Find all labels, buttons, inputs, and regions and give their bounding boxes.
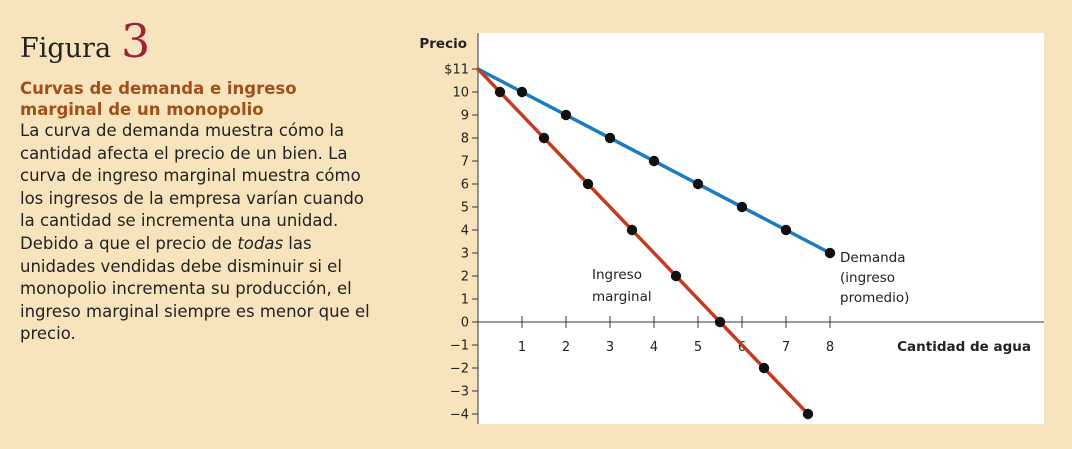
demand-point xyxy=(736,201,748,213)
demand-point xyxy=(516,86,528,98)
marginal-revenue-curve-label: marginal xyxy=(592,289,652,305)
figure-number: 3 xyxy=(121,14,151,68)
y-tick-label: 2 xyxy=(461,270,469,285)
y-tick-label: 8 xyxy=(461,132,469,147)
marginal-revenue-point xyxy=(758,362,770,374)
chart-panel xyxy=(478,33,1044,424)
x-tick-label: 1 xyxy=(518,340,526,355)
description-part-2: las unidades vendidas debe disminuir si … xyxy=(20,233,370,344)
y-tick-label: −3 xyxy=(450,385,469,400)
demand-point xyxy=(560,109,572,121)
marginal-revenue-point xyxy=(582,178,594,190)
marginal-revenue-point xyxy=(494,86,506,98)
x-tick-label: 4 xyxy=(650,340,658,355)
x-axis-title: Cantidad de agua xyxy=(897,339,1031,355)
x-tick-label: 5 xyxy=(694,340,702,355)
y-axis-title: Precio xyxy=(419,36,467,52)
demand-point xyxy=(780,224,792,236)
y-tick-label: 4 xyxy=(461,224,469,239)
x-tick-label: 8 xyxy=(826,340,834,355)
description-emphasis: todas xyxy=(237,233,284,253)
marginal-revenue-point xyxy=(802,408,814,420)
y-tick-label: −4 xyxy=(450,408,469,423)
y-tick-label: 9 xyxy=(461,109,469,124)
demand-point xyxy=(692,178,704,190)
y-tick-label: $11 xyxy=(444,63,469,78)
figure-label: Figura xyxy=(20,33,112,64)
x-tick-label: 7 xyxy=(782,340,790,355)
y-tick-label: −1 xyxy=(450,339,469,354)
y-tick-label: 0 xyxy=(461,316,469,331)
x-tick-label: 2 xyxy=(562,340,570,355)
figure-title: Curvas de demanda e ingreso marginal de … xyxy=(20,79,297,119)
figure-description: La curva de demanda muestra cómo la cant… xyxy=(20,120,372,346)
y-tick-label: 6 xyxy=(461,178,469,193)
x-tick-label: 3 xyxy=(606,340,614,355)
marginal-revenue-point xyxy=(714,316,726,328)
y-tick-label: 5 xyxy=(461,201,469,216)
y-tick-label: −2 xyxy=(450,362,469,377)
demand-point xyxy=(824,247,836,259)
y-tick-label: 10 xyxy=(452,86,469,101)
demand-point xyxy=(648,155,660,167)
marginal-revenue-curve xyxy=(476,67,810,416)
demand-curve-label: Demanda xyxy=(840,250,906,266)
marginal-revenue-point xyxy=(538,132,550,144)
y-tick-label: 7 xyxy=(461,155,469,170)
marginal-revenue-point xyxy=(670,270,682,282)
demand-curve-label: (ingreso xyxy=(840,270,895,286)
figure-caption: Figura 3 Curvas de demanda e ingreso mar… xyxy=(20,18,380,346)
marginal-revenue-point xyxy=(626,224,638,236)
figure-heading: Figura 3 xyxy=(20,18,380,64)
y-tick-label: 3 xyxy=(461,247,469,262)
demand-curve-label: promedio) xyxy=(840,290,909,306)
demand-point xyxy=(604,132,616,144)
marginal-revenue-curve-label: Ingreso xyxy=(592,267,642,283)
y-tick-label: 1 xyxy=(461,293,469,308)
description-part-1: La curva de demanda muestra cómo la cant… xyxy=(20,121,364,253)
